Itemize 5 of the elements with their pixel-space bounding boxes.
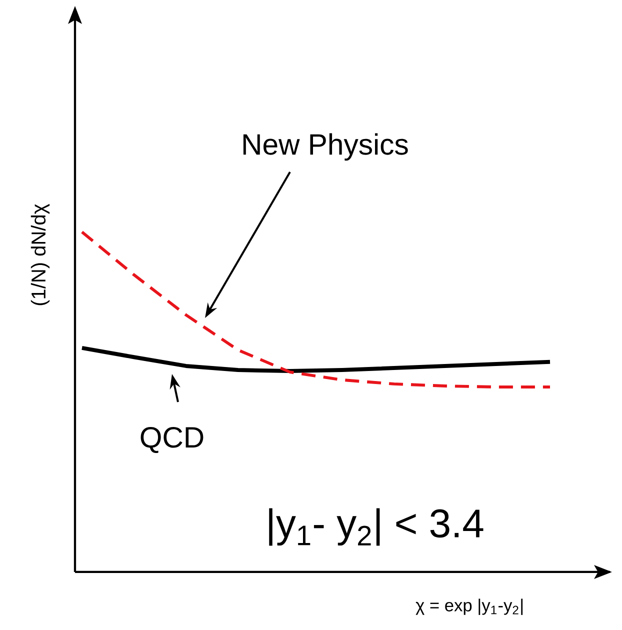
y-axis-title: (1/N) dN/dχ xyxy=(30,204,50,306)
text: New Physics xyxy=(243,133,408,161)
x-axis-title: χ = exp |y$_{1}$-y$_{2}$| xyxy=(416,598,523,615)
legend-label: QCD xyxy=(140,426,204,454)
annotation: |y$_{1}$- y$_{2}$| < 3.4 xyxy=(269,508,484,546)
